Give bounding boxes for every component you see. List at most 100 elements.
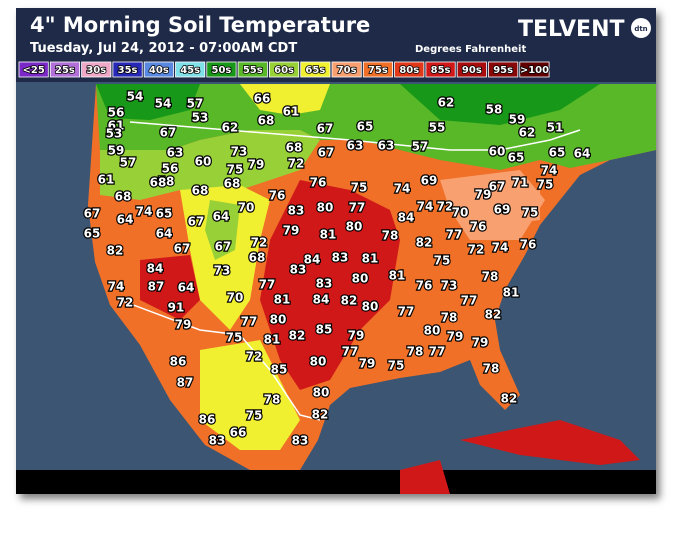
station-value: 75 [226,331,243,345]
station-value: 68 [224,177,241,191]
legend-swatch [519,61,550,78]
station-value: 75 [227,163,244,177]
station-value: 79 [359,357,376,371]
station-value: 68 [249,251,266,265]
station-value: 60 [489,145,506,159]
legend-label: 40s [149,65,169,76]
station-value: 70 [227,291,244,305]
station-value: 73 [231,145,248,159]
units: Degrees Fahrenheit [415,44,526,55]
legend-label: 95s [493,65,513,76]
title: 4" Morning Soil Temperature [30,13,370,37]
station-value: 83 [290,263,307,277]
station-value: 59 [108,144,125,158]
station-value: 81 [320,228,337,242]
legend-label: <25 [23,65,45,76]
station-value: 76 [520,238,537,252]
legend-swatch [49,61,80,78]
borders [119,121,581,421]
legend-label: 80s [399,65,419,76]
legend-label: 50s [212,65,232,76]
station-value: 77 [398,305,415,319]
station-value: 78 [264,393,281,407]
station-value: 62 [438,96,455,110]
station-value: 77 [429,345,446,359]
logo-badge: dtn [634,25,647,33]
station-value: 65 [357,120,374,134]
station-value: 72 [468,243,485,257]
station-value: 79 [475,188,492,202]
station-value: 83 [209,434,226,448]
legend-swatch [425,61,456,78]
legend-label: 45s [180,65,200,76]
station-value: 82 [107,244,124,258]
legend-label: 75s [368,65,388,76]
station-value: 75 [246,409,263,423]
station-value: 74 [108,280,125,294]
station-value: 80 [424,324,441,338]
station-value: 80 [270,313,287,327]
station-value: 78 [382,229,399,243]
station-value: 72 [246,350,263,364]
station-value: 74 [417,200,434,214]
legend-swatch [394,61,425,78]
station-value: 75 [434,254,451,268]
station-value: 68 [258,114,275,128]
station-value: 76 [470,220,487,234]
station-value: 75 [388,359,405,373]
station-value: 67 [160,126,177,140]
station-value: 78 [441,311,458,325]
legend-swatch [237,61,268,78]
station-value: 77 [342,345,359,359]
station-value: 73 [441,279,458,293]
station-value: 67 [215,240,232,254]
station-value: 74 [492,241,509,255]
station-value: 80 [317,201,334,215]
station-value: 80 [346,220,363,234]
station-value: 78 [482,270,499,284]
station-value: 83 [288,204,305,218]
station-value: 82 [485,308,502,322]
station-value: 68 [286,141,303,155]
station-value: 79 [283,224,300,238]
station-value: 82 [341,294,358,308]
station-value: 79 [447,330,464,344]
station-value: 80 [313,386,330,400]
station-value: 72 [288,157,305,171]
station-value: 85 [316,323,333,337]
station-value: 72 [437,200,454,214]
station-value: 86 [170,355,187,369]
station-value: 63 [167,146,184,160]
station-value: 79 [248,158,265,172]
map-fill [16,84,656,494]
legend-swatch [456,61,487,78]
station-value: 64 [117,213,134,227]
station-value: 61 [108,119,125,133]
station-value: 81 [274,293,291,307]
station-value: 57 [412,140,429,154]
legend-swatch [175,61,206,78]
station-value: 75 [351,181,368,195]
station-value: 65 [156,207,173,221]
station-value: 55 [429,121,446,135]
station-value: 63 [347,139,364,153]
station-value: 81 [389,269,406,283]
station-value: 69 [494,203,511,217]
station-value: 58 [158,175,175,189]
station-value: 54 [155,97,172,111]
legend-swatch [81,61,112,78]
logo-badge-bg [631,18,651,38]
station-value: 80 [362,300,379,314]
logo: TELVENT [518,17,625,42]
station-value: 81 [362,252,379,266]
station-value: 68 [192,184,209,198]
station-value: 60 [195,155,212,169]
station-value: 79 [472,336,489,350]
station-value: 83 [292,434,309,448]
station-value: 61 [283,105,300,119]
station-value: 66 [230,426,247,440]
station-value: 64 [213,210,230,224]
legend-swatch [112,61,143,78]
station-value: 68 [115,190,132,204]
station-value: 64 [156,227,173,241]
